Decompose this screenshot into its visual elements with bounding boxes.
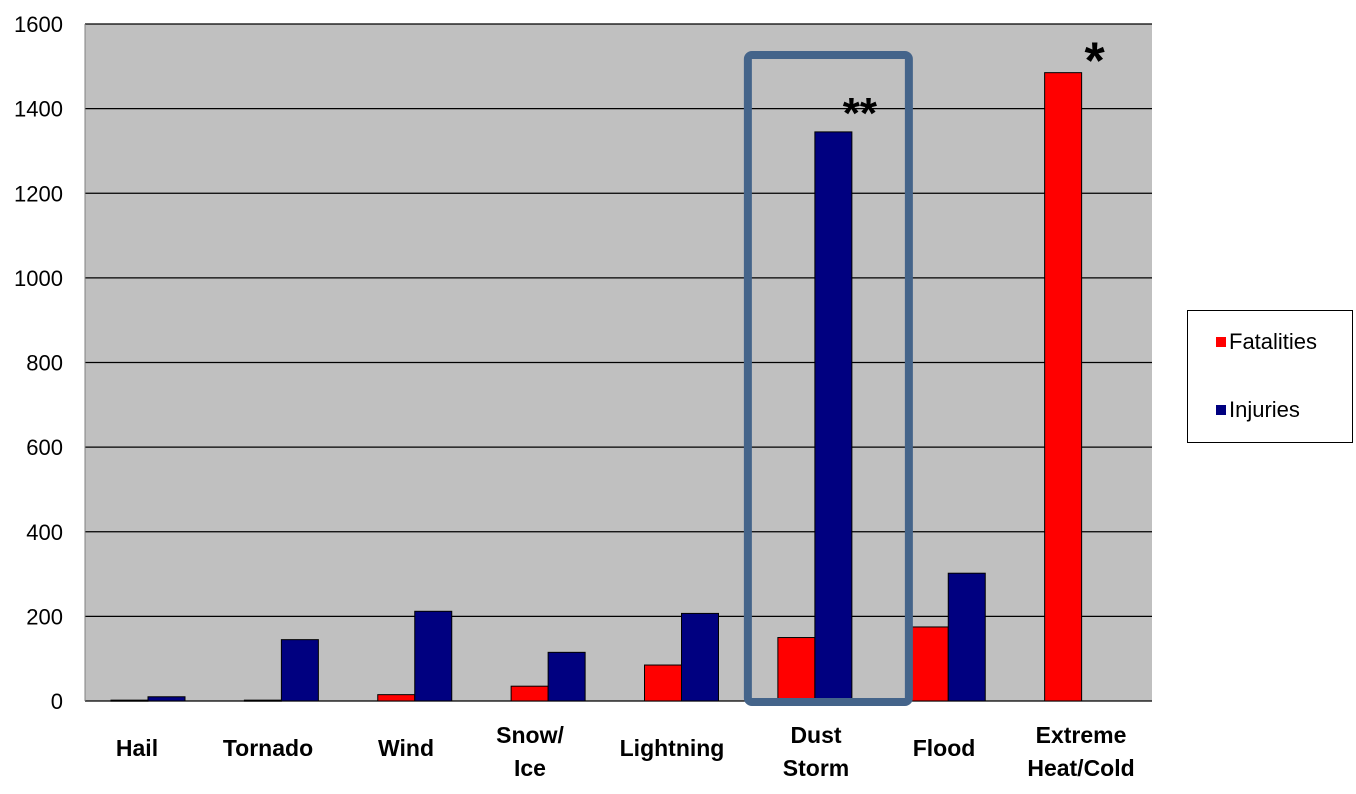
bar-fatalities [644,664,682,702]
y-tick-label: 1000 [14,266,63,291]
bar-fatalities [1044,72,1083,702]
bar-fatalities [777,637,816,702]
bar-fatalities [377,694,416,702]
legend-swatch-fatalities [1216,337,1226,347]
annotation-asterisk: * [1085,33,1106,91]
bar-fatalities [510,685,549,702]
annotation-asterisk: ** [843,89,878,138]
highlight [743,51,913,706]
legend-label-injuries: Injuries [1229,397,1300,422]
y-tick-label: 400 [26,520,63,545]
bar-fatalities [910,626,949,702]
legend-swatch-injuries [1216,405,1226,415]
bar-fatalities [243,699,282,702]
x-tick-label: Dust Storm [783,722,849,781]
bar-injuries [681,612,719,702]
legend-item-injuries: Injuries [1216,397,1300,423]
legend-item-fatalities: Fatalities [1216,329,1317,355]
x-tick-label: Wind [378,735,434,761]
bar-injuries [280,639,319,702]
y-axis-ticks: 0 200 400 600 800 1000 1200 1400 1600 [14,12,63,714]
bar-fatalities [110,699,149,702]
y-tick-label: 200 [26,604,63,629]
x-tick-label: Tornado [223,735,313,761]
y-tick-label: 1400 [14,97,63,122]
bar-injuries [147,696,186,702]
bars [110,72,1083,702]
y-tick-label: 800 [26,351,63,376]
x-tick-label: Flood [913,735,976,761]
bar-injuries [547,651,586,702]
annotations: *** [843,33,1106,138]
legend: Fatalities Injuries [1187,310,1353,443]
legend-label-fatalities: Fatalities [1229,329,1318,354]
y-tick-label: 1200 [14,181,63,206]
x-tick-label: Snow/Ice [496,722,564,781]
x-tick-label: Extreme Heat/Cold [1027,722,1134,781]
bar-injuries [414,610,453,702]
y-tick-label: 1600 [14,12,63,37]
x-tick-label: Hail [116,735,158,761]
x-axis-ticks: Hail Tornado Wind Snow/Ice Lightning Dust Stor… [116,722,1135,781]
bar-injuries [814,131,853,702]
x-tick-label: Lightning [620,735,725,761]
highlight-box [743,51,913,706]
gridlines [84,23,1152,702]
bar-injuries [947,572,986,702]
y-tick-label: 600 [26,435,63,460]
y-tick-label: 0 [51,689,63,714]
